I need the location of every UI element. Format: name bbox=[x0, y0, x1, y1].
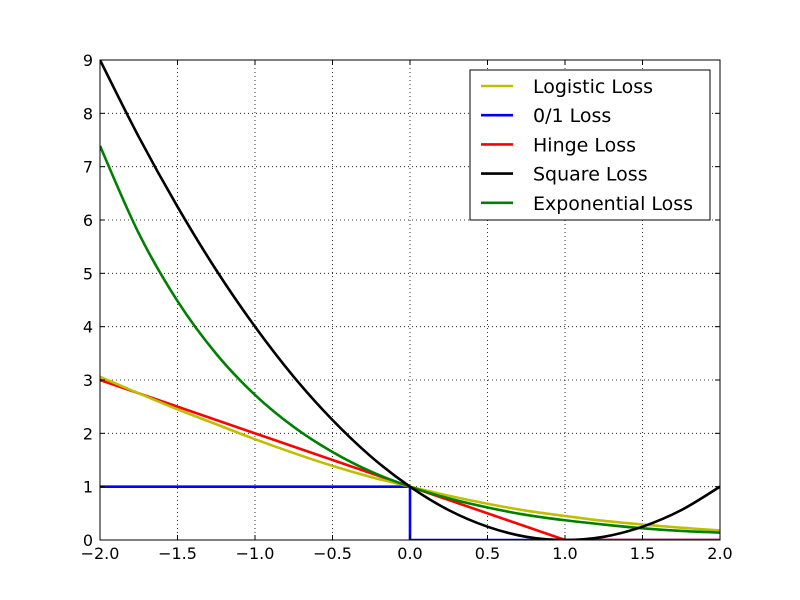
series-line-0-1-loss bbox=[100, 485, 720, 540]
series-layer bbox=[100, 60, 720, 540]
y-tick-label: 7 bbox=[83, 158, 93, 177]
series-line-square-loss bbox=[100, 60, 720, 540]
y-tick-label: 3 bbox=[83, 371, 93, 390]
y-tick-label: 5 bbox=[83, 264, 93, 283]
x-tick-label: 0.5 bbox=[475, 544, 500, 563]
y-tick-label: 1 bbox=[83, 478, 93, 497]
x-tick-label: 0.0 bbox=[397, 544, 422, 563]
y-tick-label: 2 bbox=[83, 424, 93, 443]
x-tick-label: 2.0 bbox=[707, 544, 732, 563]
series-line-hinge-loss bbox=[100, 378, 720, 540]
x-tick-label: −0.5 bbox=[313, 544, 352, 563]
x-tick-label: 1.5 bbox=[630, 544, 655, 563]
y-tick-label: 6 bbox=[83, 211, 93, 230]
axis-ticks bbox=[99, 59, 721, 541]
y-tick-label: 0 bbox=[83, 531, 93, 550]
legend: Logistic Loss 0/1 Loss Hinge Loss Square Lo… bbox=[469, 69, 711, 221]
y-tick-label: 9 bbox=[83, 51, 93, 70]
x-tick-label: −1.5 bbox=[158, 544, 197, 563]
series-line-exponential-loss bbox=[100, 145, 720, 534]
y-tick-label: 4 bbox=[83, 318, 93, 337]
x-tick-label: −1.0 bbox=[236, 544, 275, 563]
x-tick-label: −2.0 bbox=[81, 544, 120, 563]
legend-label: Logistic Loss bbox=[533, 76, 653, 98]
legend-label: Square Loss bbox=[533, 164, 648, 186]
y-tick-label: 8 bbox=[83, 104, 93, 123]
legend-label: Hinge Loss bbox=[533, 134, 636, 156]
legend-label: Exponential Loss bbox=[533, 193, 693, 215]
legend-label: 0/1 Loss bbox=[533, 105, 611, 127]
x-tick-label: 1.0 bbox=[552, 544, 577, 563]
axis-tick-labels: −2.0 −1.5 −1.0 −0.5 0.0 0.5 1.0 1.5 2.0 0 1 2 3 4 5 6 7 8… bbox=[81, 51, 733, 563]
